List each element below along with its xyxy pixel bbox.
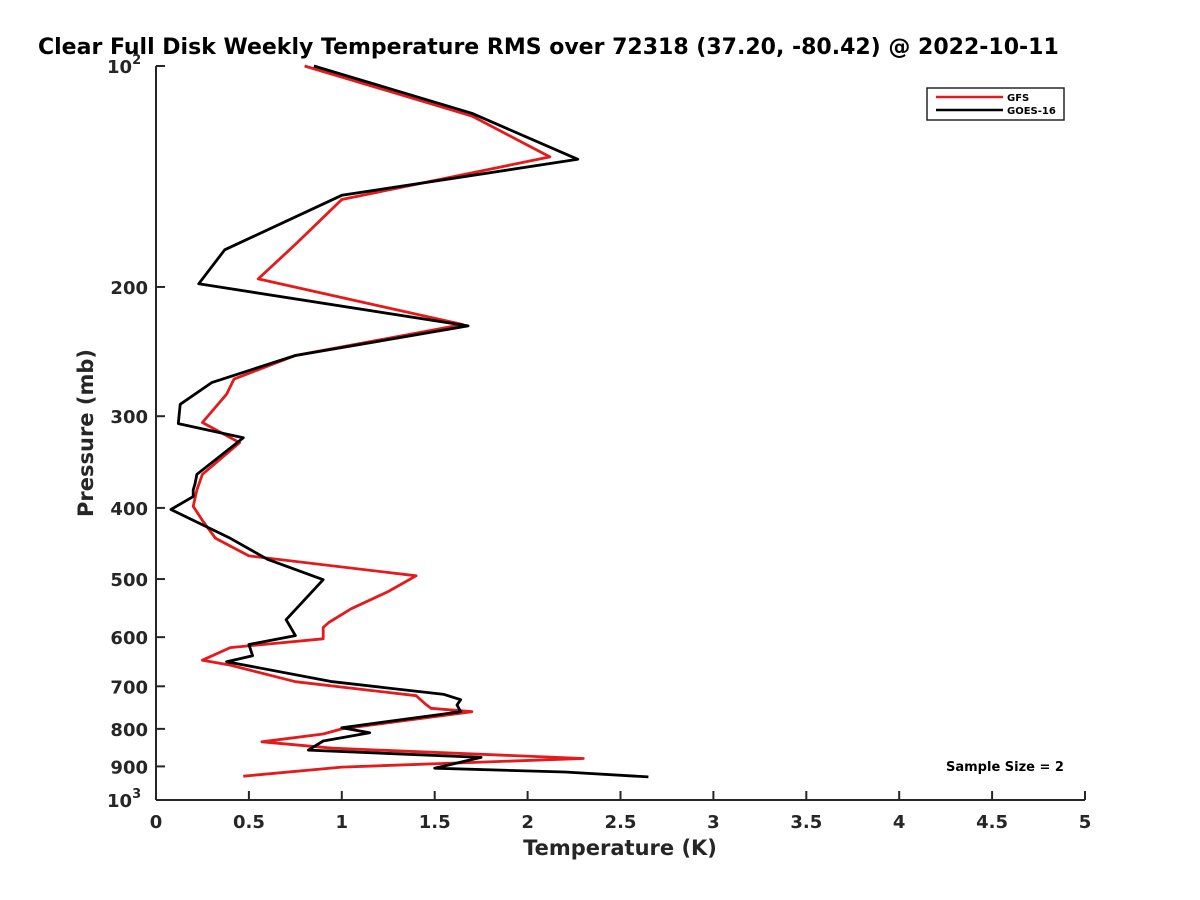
chart-title: Clear Full Disk Weekly Temperature RMS o…: [38, 35, 1059, 60]
y-tick-label: 700: [110, 677, 148, 698]
y-tick-label: 500: [110, 570, 148, 591]
series-line-gfs: [191, 64, 585, 778]
x-tick-label: 0: [150, 812, 163, 833]
y-tick-label: 400: [110, 499, 148, 520]
plot-area: 0 0.5 1 1.5 2 2.5 3 3.5 4 4.5 5 102 200 300 400 500 600…: [107, 53, 1091, 833]
x-tick-label: 4: [893, 812, 906, 833]
y-ticks: 102 200 300 400 500 600 700 800 900 103: [107, 53, 165, 812]
y-tick-label: 200: [110, 278, 148, 299]
x-axis-label: Temperature (K): [523, 836, 717, 860]
y-tick-label: 103: [107, 787, 141, 812]
x-tick-label: 0.5: [233, 812, 265, 833]
legend-box: [926, 87, 1065, 121]
legend: GFS GOES-16: [926, 87, 1065, 121]
x-tick-label: 1.5: [419, 812, 451, 833]
x-tick-label: 2.5: [605, 812, 637, 833]
sample-size-annotation: Sample Size = 2: [946, 760, 1064, 775]
y-tick-label: 300: [110, 407, 148, 428]
x-tick-label: 2: [521, 812, 534, 833]
axes: [155, 66, 1085, 801]
series-lines: [169, 64, 649, 779]
x-tick-label: 3.5: [790, 812, 822, 833]
y-axis-label: Pressure (mb): [74, 349, 98, 517]
legend-label-goes16: GOES-16: [1007, 106, 1056, 117]
y-tick-label: 800: [110, 720, 148, 741]
y-tick-label: 102: [107, 53, 141, 78]
series-line-goes16: [169, 64, 649, 779]
y-tick-label: 900: [110, 757, 148, 778]
x-ticks: 0 0.5 1 1.5 2 2.5 3 3.5 4 4.5 5: [150, 791, 1092, 833]
x-tick-label: 4.5: [976, 812, 1008, 833]
y-tick-label: 600: [110, 628, 148, 649]
x-tick-label: 5: [1079, 812, 1092, 833]
x-tick-label: 3: [707, 812, 720, 833]
x-tick-label: 1: [336, 812, 349, 833]
legend-label-gfs: GFS: [1007, 93, 1029, 104]
